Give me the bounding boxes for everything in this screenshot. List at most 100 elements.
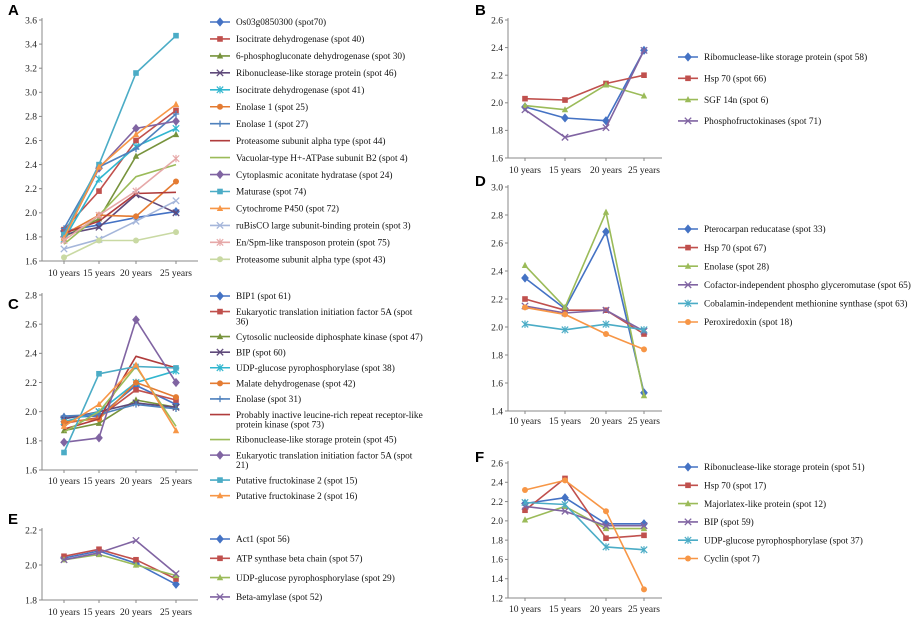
x-tick-label: 15 years (83, 477, 115, 487)
y-tick-label: 2.2 (491, 498, 503, 508)
data-point (96, 237, 102, 244)
data-point (132, 361, 140, 368)
legend-swatch-marker (217, 256, 223, 263)
series-line (63, 35, 177, 235)
series-line (63, 365, 177, 453)
legend-swatch-marker (684, 518, 692, 526)
series-line (63, 381, 177, 423)
legend-swatch-marker (216, 492, 224, 499)
data-point (133, 386, 139, 393)
legend-item: Eukaryotic translation initiation factor… (210, 450, 413, 471)
legend-item: Proteasome subunit alpha type (spot 44) (210, 136, 386, 147)
series-line (63, 103, 177, 239)
series-b-3 (521, 81, 648, 113)
data-point (602, 543, 610, 551)
legend-item: ATP synthase beta chain (spot 57) (210, 554, 362, 565)
data-point (641, 346, 647, 353)
panel-c: C 1.6 1.8 2.0 2.2 2.4 2.6 2.8 10 years 15 years 20… (8, 291, 423, 502)
legend-label: Proteasome subunit alpha type (spot 44) (236, 136, 386, 147)
legend-item: Vacuolar-type H+-ATPase subunit B2 (spot… (210, 153, 408, 164)
data-point (172, 110, 180, 118)
data-point (602, 227, 610, 237)
panel-f: F 1.2 1.4 1.6 1.8 2.0 2.2 2.4 2.6 10 years 15 year… (475, 449, 865, 615)
data-point (522, 95, 528, 102)
legend-swatch-marker (216, 395, 224, 403)
legend-swatch-marker (685, 244, 691, 251)
legend-item: BIP (spot 60) (210, 347, 286, 358)
y-tick-label: 3.0 (25, 89, 37, 99)
legend-item: Cyclin (spot 7) (678, 554, 760, 565)
series-line (63, 370, 177, 423)
y-tick-label: 2.4 (491, 479, 503, 489)
data-point (95, 433, 103, 443)
data-point (522, 487, 528, 493)
data-point (172, 124, 180, 133)
legend-swatch-marker (217, 555, 223, 562)
data-point (95, 549, 103, 557)
legend-item: Putative fructokinase 2 (spot 15) (210, 475, 357, 486)
series-c-8 (63, 355, 177, 430)
data-point (172, 571, 180, 579)
x-tick-label: 25 years (628, 605, 660, 615)
legend-item: Proteasome subunit alpha type (spot 43) (210, 255, 386, 266)
data-point (132, 152, 140, 159)
legend-swatch-marker (216, 17, 224, 27)
legend-swatch-marker (216, 69, 224, 77)
y-tick-label: 2.6 (25, 320, 37, 330)
legend-label: Act1 (spot 56) (236, 534, 290, 545)
data-point (132, 561, 140, 568)
y-tick-label: 2.0 (491, 517, 503, 527)
legend-swatch-marker (216, 348, 224, 356)
legend-swatch-marker (216, 574, 224, 581)
data-point (521, 273, 529, 283)
legend-swatch-marker (684, 500, 692, 507)
y-tick-label: 2.2 (491, 72, 503, 82)
x-tick-label: 25 years (628, 417, 660, 427)
legend-swatch-marker (216, 332, 224, 340)
series-line (63, 364, 177, 432)
series-line (63, 550, 177, 586)
y-tick-label: 2.6 (491, 239, 503, 249)
legend-label: ruBisCO large subunit-binding protein (s… (236, 221, 411, 232)
data-point (561, 113, 569, 123)
series-line (63, 163, 177, 245)
legend-label: Peroxiredoxin (spot 18) (704, 317, 792, 328)
y-tick-label: 1.4 (491, 575, 503, 585)
series-c-6 (61, 379, 179, 425)
legend-label: Enolase 1 (spot 25) (236, 102, 308, 113)
data-point (640, 546, 648, 554)
legend-label-continued: 21) (236, 460, 248, 471)
legend-label: Cofactor-independent phospho glyceromuta… (704, 280, 911, 291)
series-line (63, 553, 177, 577)
legend-item: Majorlatex-like protein (spot 12) (678, 499, 826, 510)
data-point (562, 97, 568, 103)
y-tick-label: 2.8 (25, 113, 37, 123)
data-point (133, 556, 139, 563)
data-point (640, 46, 648, 55)
legend-label: Cobalamin-independent methionine synthas… (704, 299, 907, 310)
data-point (561, 133, 569, 141)
data-point (61, 449, 67, 456)
series-line (524, 479, 645, 590)
panel-label-b: B (475, 2, 486, 19)
data-point (132, 217, 140, 225)
legend-label: Os03g0850300 (spot70) (236, 17, 326, 28)
legend-label: Cytosolic nucleoside diphosphate kinase … (236, 332, 423, 343)
x-tick-label: 20 years (120, 477, 152, 487)
y-tick-label: 2.6 (491, 459, 503, 469)
series-a-13 (60, 197, 180, 253)
legend-swatch-marker (685, 555, 691, 562)
data-point (172, 130, 180, 138)
data-point (95, 400, 103, 407)
legend-label: Ribonuclease-like storage protein (spot … (236, 435, 397, 446)
y-tick-label: 1.8 (491, 536, 503, 546)
series-line (524, 496, 644, 525)
legend-label: BIP (spot 60) (236, 347, 286, 358)
series-line (63, 539, 177, 575)
legend-swatch-marker (216, 593, 224, 601)
data-point (561, 500, 569, 509)
legend-label: Cyclin (spot 7) (704, 554, 760, 565)
legend-swatch-marker (217, 308, 223, 315)
data-point (132, 315, 140, 325)
series-line (63, 113, 177, 229)
